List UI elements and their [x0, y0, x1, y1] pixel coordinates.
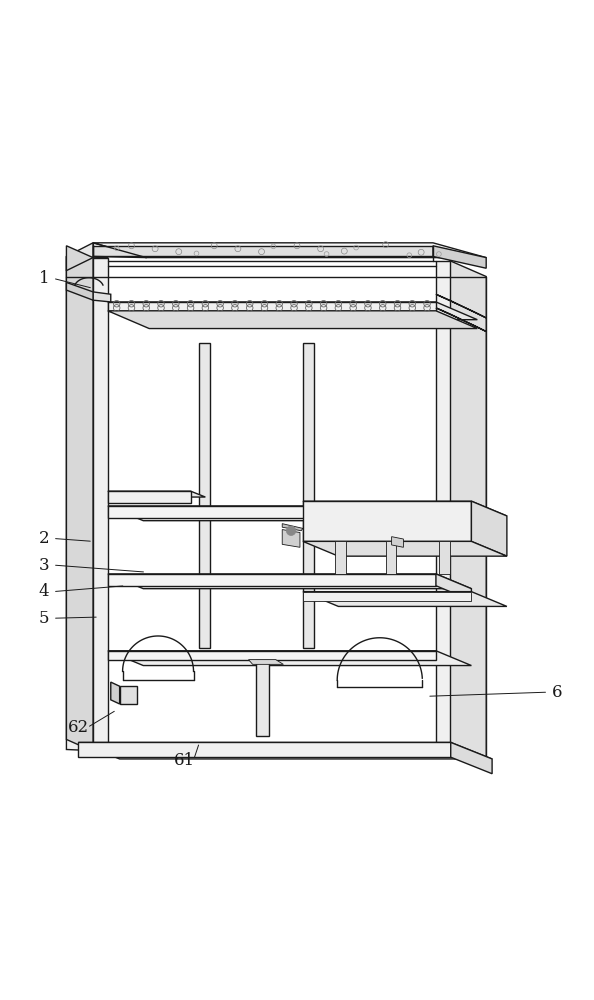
- Polygon shape: [391, 537, 403, 547]
- Polygon shape: [67, 246, 93, 751]
- Polygon shape: [93, 292, 110, 302]
- Polygon shape: [303, 501, 472, 541]
- Polygon shape: [108, 302, 478, 320]
- Polygon shape: [108, 491, 191, 503]
- Circle shape: [286, 526, 296, 535]
- Polygon shape: [108, 491, 206, 497]
- Text: 1: 1: [39, 270, 49, 287]
- Polygon shape: [110, 682, 119, 704]
- Polygon shape: [436, 294, 486, 318]
- Polygon shape: [439, 541, 450, 574]
- Polygon shape: [119, 686, 137, 704]
- Polygon shape: [303, 541, 507, 556]
- Polygon shape: [472, 501, 507, 556]
- Polygon shape: [475, 277, 486, 761]
- Text: 4: 4: [39, 583, 49, 600]
- Polygon shape: [93, 243, 486, 258]
- Text: 2: 2: [39, 530, 49, 547]
- Polygon shape: [450, 261, 486, 761]
- Polygon shape: [436, 506, 472, 533]
- Polygon shape: [78, 742, 492, 759]
- Polygon shape: [108, 506, 472, 521]
- Polygon shape: [67, 282, 93, 300]
- Polygon shape: [78, 742, 451, 757]
- Polygon shape: [282, 530, 300, 547]
- Polygon shape: [282, 524, 303, 531]
- Polygon shape: [67, 243, 93, 271]
- Polygon shape: [108, 574, 436, 586]
- Polygon shape: [303, 343, 314, 648]
- Polygon shape: [248, 660, 283, 664]
- Polygon shape: [200, 343, 210, 648]
- Polygon shape: [108, 651, 472, 666]
- Polygon shape: [93, 258, 108, 751]
- Polygon shape: [255, 660, 268, 736]
- Text: 61: 61: [174, 752, 195, 769]
- Polygon shape: [386, 541, 396, 574]
- Polygon shape: [93, 246, 433, 256]
- Polygon shape: [336, 541, 346, 574]
- Polygon shape: [108, 311, 478, 329]
- Text: 3: 3: [39, 557, 49, 574]
- Text: 6: 6: [552, 684, 563, 701]
- Polygon shape: [108, 574, 472, 589]
- Polygon shape: [67, 256, 108, 751]
- Polygon shape: [303, 592, 472, 601]
- Polygon shape: [108, 506, 436, 518]
- Text: 62: 62: [68, 719, 89, 736]
- Text: 5: 5: [39, 610, 49, 627]
- Polygon shape: [450, 261, 475, 761]
- Polygon shape: [436, 574, 472, 601]
- Polygon shape: [108, 302, 436, 311]
- Polygon shape: [303, 592, 507, 606]
- Polygon shape: [436, 308, 486, 332]
- Polygon shape: [303, 501, 507, 516]
- Polygon shape: [108, 651, 436, 660]
- Polygon shape: [433, 246, 486, 268]
- Polygon shape: [436, 261, 450, 751]
- Polygon shape: [451, 742, 492, 774]
